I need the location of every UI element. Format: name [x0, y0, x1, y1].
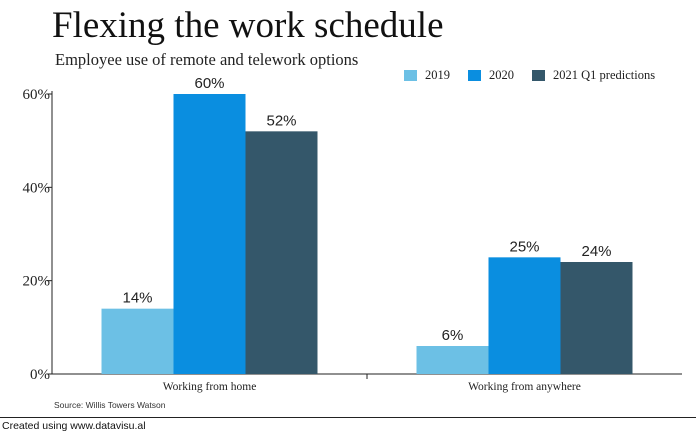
bar-working-from-anywhere-2021-q1-predictions	[560, 262, 633, 374]
data-label-working-from-home-2020: 60%	[194, 75, 224, 92]
x-tick-label-working-from-home: Working from home	[163, 381, 257, 393]
footer-credit: Created using www.datavisu.al	[2, 420, 146, 432]
legend-label-2021-q1: 2021 Q1 predictions	[553, 67, 656, 82]
bar-working-from-home-2020	[173, 94, 246, 374]
source-note: Source: Willis Towers Watson	[54, 400, 166, 410]
y-tick-label: 0%	[30, 367, 50, 383]
legend-item-2019: 2019	[404, 68, 450, 83]
footer-divider	[0, 417, 696, 418]
x-tick-label-working-from-anywhere: Working from anywhere	[468, 381, 581, 393]
legend-label-2020: 2020	[489, 67, 514, 82]
legend-label-2019: 2019	[425, 67, 450, 82]
data-label-working-from-anywhere-2019: 6%	[442, 327, 464, 344]
bar-chart: 0% 20% 40% 60% 14% 60% 52% Working from home 6% 2…	[23, 75, 682, 393]
data-label-working-from-anywhere-2020: 25%	[509, 238, 539, 255]
y-tick-label: 60%	[23, 87, 51, 103]
legend-swatch-2020	[468, 69, 481, 81]
y-tick-label: 40%	[23, 180, 51, 196]
y-tick-label: 20%	[23, 274, 51, 290]
legend-item-2021-q1: 2021 Q1 predictions	[532, 68, 655, 83]
bar-working-from-home-2019	[101, 308, 174, 374]
data-label-working-from-anywhere-2021-q1-predictions: 24%	[581, 243, 611, 260]
legend-item-2020: 2020	[468, 68, 514, 83]
bar-working-from-anywhere-2019	[416, 346, 489, 374]
bar-working-from-home-2021-q1-predictions	[245, 131, 318, 374]
legend-swatch-2019	[404, 69, 417, 81]
chart-title: Flexing the work schedule	[52, 5, 444, 46]
data-label-working-from-home-2021-q1-predictions: 52%	[266, 112, 296, 129]
legend: 2019 2020 2021 Q1 predictions	[404, 67, 655, 83]
data-label-working-from-home-2019: 14%	[122, 290, 152, 307]
bar-working-from-anywhere-2020	[488, 257, 561, 374]
chart-subtitle: Employee use of remote and telework opti…	[55, 50, 359, 69]
legend-swatch-2021-q1	[532, 69, 545, 81]
